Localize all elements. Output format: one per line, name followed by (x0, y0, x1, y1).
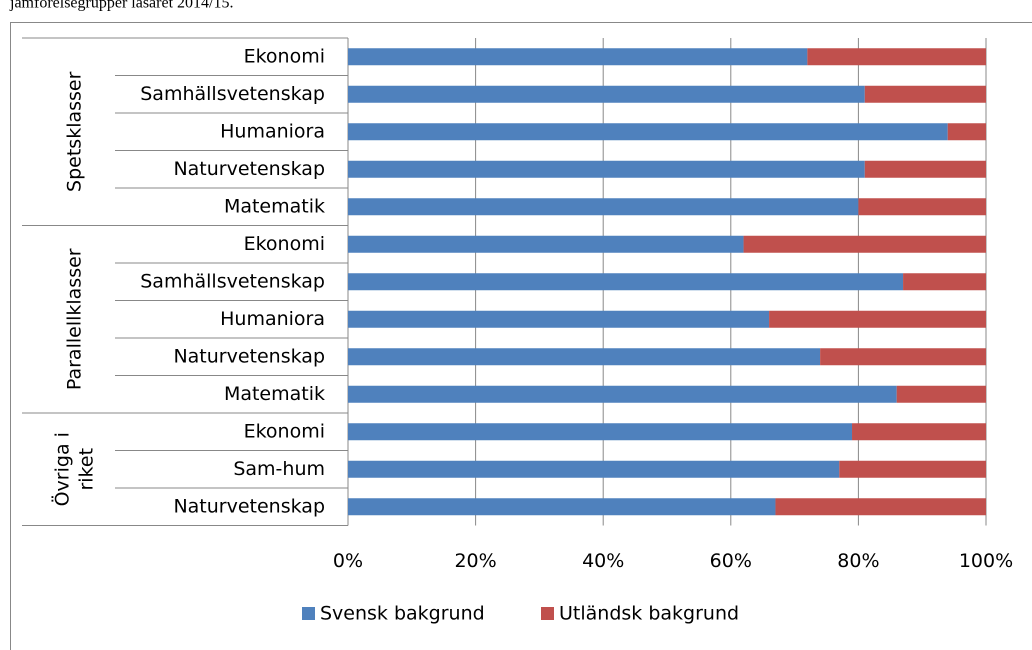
legend-swatch (541, 607, 554, 620)
category-label: Sam-hum (233, 458, 325, 480)
bar-segment (903, 273, 986, 291)
bar-segment (348, 85, 865, 103)
category-label: Humaniora (220, 308, 325, 330)
legend-swatch (302, 607, 315, 620)
x-tick-label: 60% (710, 550, 752, 572)
bar-segment (348, 310, 770, 328)
bar-segment (348, 123, 948, 141)
bar-segment (858, 198, 986, 216)
bar-segment (348, 273, 904, 291)
bar-segment (348, 48, 808, 66)
legend-label: Svensk bakgrund (320, 603, 485, 625)
bar-segment (348, 235, 744, 253)
bar-segment (348, 423, 853, 441)
bar-segment (743, 235, 986, 253)
category-label: Humaniora (220, 120, 325, 142)
legend-label: Utländsk bakgrund (559, 603, 739, 625)
category-label: Ekonomi (244, 45, 325, 67)
bar-segment (348, 385, 897, 403)
bar-segment (769, 310, 986, 328)
category-label: Naturvetenskap (173, 345, 325, 367)
bar-segment (775, 498, 986, 516)
group-label: Övriga i (51, 432, 74, 506)
bar-segment (864, 85, 986, 103)
bar-segment (896, 385, 986, 403)
bar-segment (864, 160, 986, 178)
bar-segment (852, 423, 986, 441)
x-tick-label: 0% (333, 550, 363, 572)
x-tick-label: 40% (582, 550, 624, 572)
bar-segment (348, 198, 859, 216)
group-label: riket (76, 448, 98, 491)
category-label: Matematik (224, 195, 325, 217)
category-label: Naturvetenskap (173, 495, 325, 517)
category-label: Ekonomi (244, 233, 325, 255)
bar-segment (807, 48, 986, 66)
category-label: Matematik (224, 383, 325, 405)
x-tick-label: 20% (454, 550, 496, 572)
category-label: Naturvetenskap (173, 158, 325, 180)
group-label: Spetsklasser (64, 71, 86, 192)
bar-segment (947, 123, 986, 141)
group-label: Parallellklasser (64, 248, 86, 390)
chart-title: jämförelsegrupper läsåret 2014/15. (9, 0, 233, 12)
bar-segment (820, 348, 986, 366)
x-tick-label: 100% (959, 550, 1013, 572)
bar-segment (348, 160, 865, 178)
bar-segment (348, 460, 840, 478)
category-label: Ekonomi (244, 420, 325, 442)
x-tick-label: 80% (837, 550, 879, 572)
category-label: Samhällsvetenskap (140, 83, 325, 105)
bar-segment (348, 498, 776, 516)
bar-segment (839, 460, 986, 478)
bar-segment (348, 348, 821, 366)
category-label: Samhällsvetenskap (140, 270, 325, 292)
